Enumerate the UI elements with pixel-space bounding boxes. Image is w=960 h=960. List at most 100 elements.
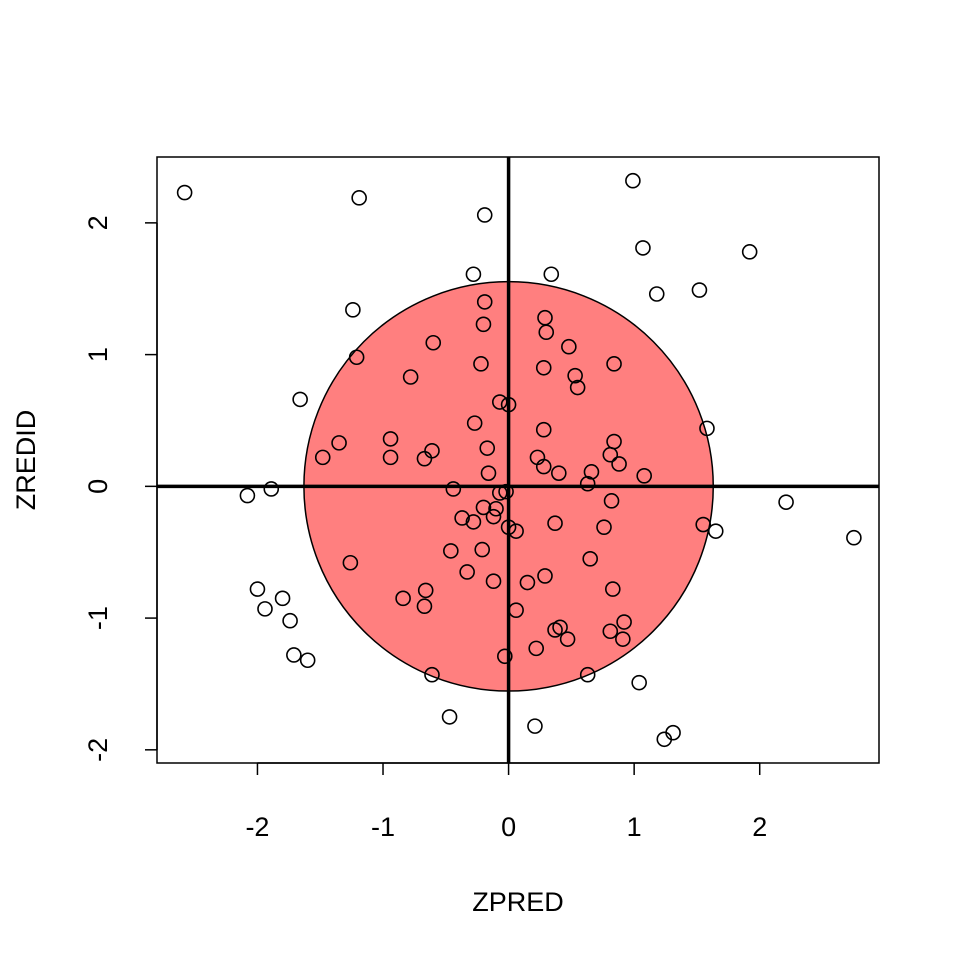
data-point [741, 244, 758, 260]
y-tick-label: -1 [83, 606, 113, 630]
x-tick-label: 2 [752, 812, 767, 842]
y-tick-label: 0 [83, 479, 113, 494]
data-point [535, 359, 552, 376]
data-point [611, 456, 627, 472]
data-point [475, 499, 492, 516]
data-point [579, 475, 596, 492]
data-point [648, 286, 665, 302]
data-point [500, 519, 517, 535]
data-point [707, 523, 724, 539]
data-point [351, 190, 367, 206]
y-tick-label: -2 [83, 738, 113, 762]
data-point [257, 601, 273, 617]
data-point [625, 172, 641, 189]
data-point [535, 458, 552, 475]
data-point [631, 674, 647, 691]
data-point [263, 481, 280, 497]
data-point [274, 590, 291, 607]
data-point [445, 481, 462, 497]
data-point [552, 619, 568, 636]
data-point [500, 396, 517, 413]
data-point [176, 184, 193, 201]
data-point [382, 431, 399, 447]
data-point [561, 338, 577, 355]
data-point [345, 302, 361, 318]
data-point [547, 515, 563, 532]
data-point [473, 356, 489, 372]
data-point [488, 500, 504, 517]
data-point [459, 564, 475, 580]
data-point [579, 666, 596, 683]
x-axis-label: ZPRED [472, 887, 564, 917]
data-point [292, 391, 308, 408]
data-point [498, 483, 514, 500]
data-point [636, 468, 652, 484]
data-point [583, 464, 600, 480]
data-point [480, 465, 497, 481]
data-point [465, 514, 482, 530]
data-point [559, 631, 576, 647]
data-point [615, 631, 631, 647]
data-point [567, 367, 583, 384]
data-point [474, 541, 491, 558]
data-point [537, 568, 553, 584]
data-point [382, 449, 399, 466]
data-point [596, 519, 612, 535]
data-point [485, 573, 502, 590]
data-point [443, 543, 459, 559]
data-point [569, 379, 586, 396]
x-tick-label: -1 [371, 812, 395, 842]
data-point [699, 420, 715, 437]
data-point [519, 574, 536, 591]
data-point [479, 440, 496, 456]
data-point [605, 581, 621, 597]
data-point [691, 282, 708, 298]
data-point [535, 421, 552, 438]
data-point [695, 516, 712, 533]
data-point [331, 435, 347, 451]
data-point [286, 647, 302, 663]
data-point [606, 356, 622, 372]
data-point [476, 294, 493, 310]
data-point [582, 551, 599, 567]
data-point [466, 415, 483, 431]
data-point [454, 510, 470, 526]
data-point [348, 349, 365, 366]
data-point [282, 612, 298, 629]
data-point [402, 369, 419, 385]
data-points [176, 172, 862, 748]
data-point [528, 640, 545, 657]
data-point [846, 529, 862, 546]
data-point [538, 324, 555, 341]
data-point [543, 266, 560, 283]
data-point [665, 724, 681, 741]
data-point [485, 508, 502, 525]
y-tick-label: 1 [83, 347, 113, 362]
data-point [239, 487, 256, 504]
data-point [424, 666, 440, 683]
data-point [441, 709, 458, 725]
y-axis-label: ZREDID [11, 410, 41, 511]
data-point [342, 554, 359, 571]
data-point [491, 485, 508, 501]
axes: -2 -1 0 1 2 -2 -1 0 1 2 [83, 215, 767, 842]
y-tick-label: 2 [83, 215, 113, 230]
data-point [395, 590, 411, 607]
data-point [249, 581, 266, 597]
data-point [417, 582, 434, 599]
x-tick-label: 1 [627, 812, 642, 842]
data-point [416, 598, 433, 615]
data-point [602, 623, 619, 640]
x-tick-label: 0 [501, 812, 516, 842]
data-point [508, 602, 524, 618]
data-point [491, 394, 508, 410]
x-tick-label: -2 [245, 812, 269, 842]
data-point [425, 334, 442, 351]
data-point [299, 652, 316, 669]
data-point [551, 465, 567, 481]
data-point [465, 266, 482, 283]
data-point [602, 446, 619, 463]
data-point [527, 718, 543, 734]
data-point [635, 240, 651, 256]
